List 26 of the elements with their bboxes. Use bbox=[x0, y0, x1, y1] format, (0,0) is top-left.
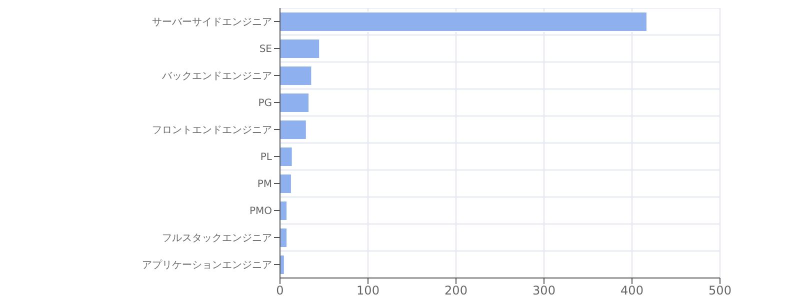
x-tick-label: 300 bbox=[532, 284, 556, 298]
y-tick-label: PG bbox=[258, 98, 272, 110]
bar bbox=[280, 174, 292, 194]
bar bbox=[280, 228, 288, 248]
y-tick-label: SE bbox=[259, 44, 272, 56]
bar bbox=[280, 66, 312, 86]
bar bbox=[280, 120, 307, 140]
y-tick-label: フルスタックエンジニア bbox=[162, 233, 272, 244]
y-tick-label: サーバーサイドエンジニア bbox=[152, 17, 272, 28]
bar bbox=[280, 254, 285, 275]
x-tick-label: 200 bbox=[444, 284, 468, 298]
x-tick-label: 100 bbox=[356, 284, 380, 298]
y-tick-label: PL bbox=[260, 152, 272, 164]
bar bbox=[280, 38, 320, 59]
x-tick-label: 500 bbox=[708, 284, 732, 298]
x-tick-label: 0 bbox=[276, 284, 284, 298]
x-tick-label: 400 bbox=[620, 284, 644, 298]
y-tick-label: PMO bbox=[249, 206, 272, 218]
bar bbox=[280, 12, 648, 32]
y-tick-label: PM bbox=[257, 179, 272, 190]
y-tick-label: フロントエンドエンジニア bbox=[152, 125, 272, 136]
bar bbox=[280, 146, 293, 167]
y-tick-label: アプリケーションエンジニア bbox=[142, 259, 272, 272]
bar bbox=[280, 92, 310, 113]
y-tick-label: バックエンドエンジニア bbox=[161, 71, 272, 82]
bar bbox=[280, 200, 288, 221]
